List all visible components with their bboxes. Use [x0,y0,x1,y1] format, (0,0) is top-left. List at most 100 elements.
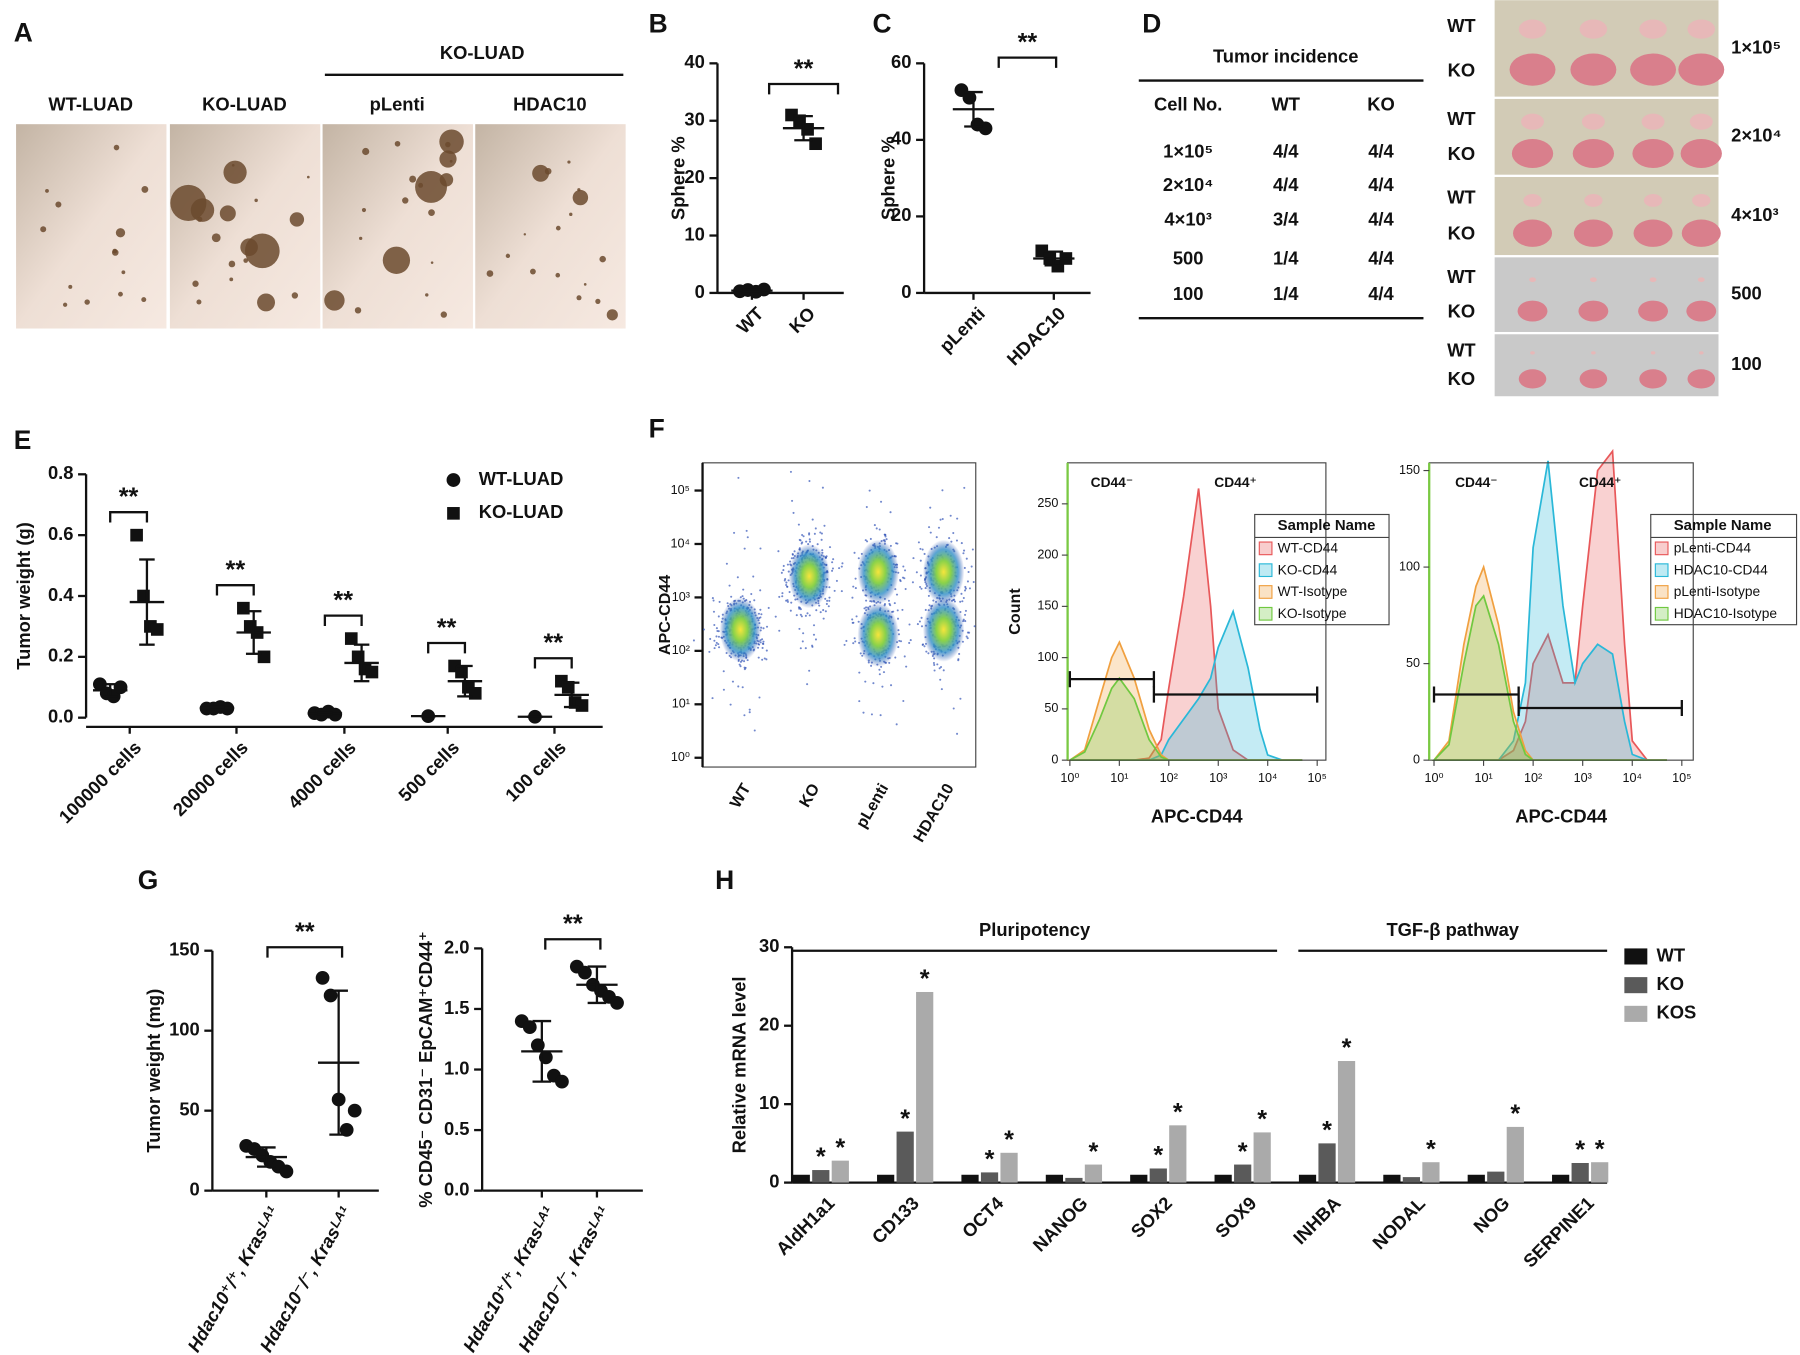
data-point [610,996,624,1010]
event-dot [845,639,848,642]
region-label: CD44⁺ [1579,475,1621,490]
event-dot [786,600,789,603]
sphere [362,147,370,156]
event-dot [894,656,897,659]
sphere [84,299,90,305]
event-dot [851,621,854,624]
table-header: WT [1271,94,1300,115]
event-dot [717,630,720,633]
table-cell: 4/4 [1273,141,1299,162]
significance-bracket [533,657,573,669]
event-dot [743,547,746,550]
event-dot [840,565,843,568]
event-dot [884,535,887,538]
tumor [1572,139,1615,168]
significance-label: ** [794,55,814,83]
event-dot [761,646,764,649]
event-dot [897,617,900,620]
dose-label: 1×10⁵ [1731,36,1781,57]
event-dot [889,511,892,514]
density-core [857,539,899,605]
tumor [1518,369,1547,389]
event-dot [791,553,794,556]
tumor [1570,53,1617,86]
tumor [1697,277,1705,283]
y-tick-label: 40 [891,128,911,149]
event-dot [968,631,971,634]
event-dot [761,658,764,661]
y-tick-label: 40 [684,51,704,72]
x-tick-label: KO [796,781,824,811]
x-tick-label: AldH1a1 [772,1192,839,1259]
x-tick-label: HDAC10 [1002,303,1069,370]
event-dot [728,584,731,587]
sphere [449,159,453,163]
tumor [1632,139,1674,168]
significance-label: ** [437,614,457,642]
tumor [1578,300,1609,322]
sphere [439,173,454,187]
event-dot [967,570,970,574]
tumor [1579,369,1608,389]
y-tick-label: 10 [684,223,704,244]
event-dot [958,652,961,655]
sphere [577,188,581,192]
event-dot [948,537,951,540]
event-dot [853,551,856,554]
event-dot [970,565,973,568]
sphere [192,280,199,287]
event-dot [746,536,749,539]
sphere [231,163,235,167]
bar [1234,1164,1252,1183]
sphere [418,182,424,188]
bar [1402,1177,1421,1183]
event-dot [831,567,835,570]
event-dot [715,627,718,630]
bar [1552,1174,1570,1183]
event-dot [741,686,744,689]
x-tick-label: HDAC10 [910,780,958,845]
x-tick-label: KO [785,303,819,337]
y-axis-title: % CD45⁻ CD31⁻ EpCAM⁺CD44⁺ [415,931,436,1207]
sphere [118,291,123,297]
table-cell: 1×10⁵ [1163,141,1213,162]
sphere [428,209,435,216]
y-axis-title: Tumor weight (g) [13,522,34,670]
y-tick-label: 1.0 [444,1057,470,1078]
event-dot [831,561,834,564]
photo [16,124,167,329]
y-tick-label: 0 [769,1170,779,1191]
tumor [1517,300,1548,322]
significance-label: * [1173,1099,1183,1127]
x-tick-label: 10³ [1574,771,1592,785]
event-dot [843,643,846,646]
bar [1506,1126,1524,1183]
event-dot [711,597,714,600]
event-dot [964,613,967,616]
bar [1318,1143,1336,1183]
event-dot [963,549,966,552]
gate [1068,671,1156,688]
y-tick-label: 100 [1399,559,1420,573]
event-dot [870,664,873,667]
data-point [113,680,128,695]
event-dot [730,595,733,598]
significance-bracket [427,641,467,654]
event-dot [862,711,865,714]
bar [812,1170,830,1183]
sphere [409,175,417,183]
sphere [219,205,236,222]
event-dot [741,595,744,598]
event-dot [790,601,793,604]
sphere [289,212,305,227]
row-label: WT [1447,266,1476,287]
data-point [130,528,143,542]
panel-label: E [14,425,32,455]
event-dot [885,538,888,541]
event-dot [798,606,801,609]
event-dot [916,623,919,626]
event-dot [692,639,695,642]
table-cell: 4/4 [1368,208,1394,229]
event-dot [929,531,932,534]
event-dot [923,645,926,648]
